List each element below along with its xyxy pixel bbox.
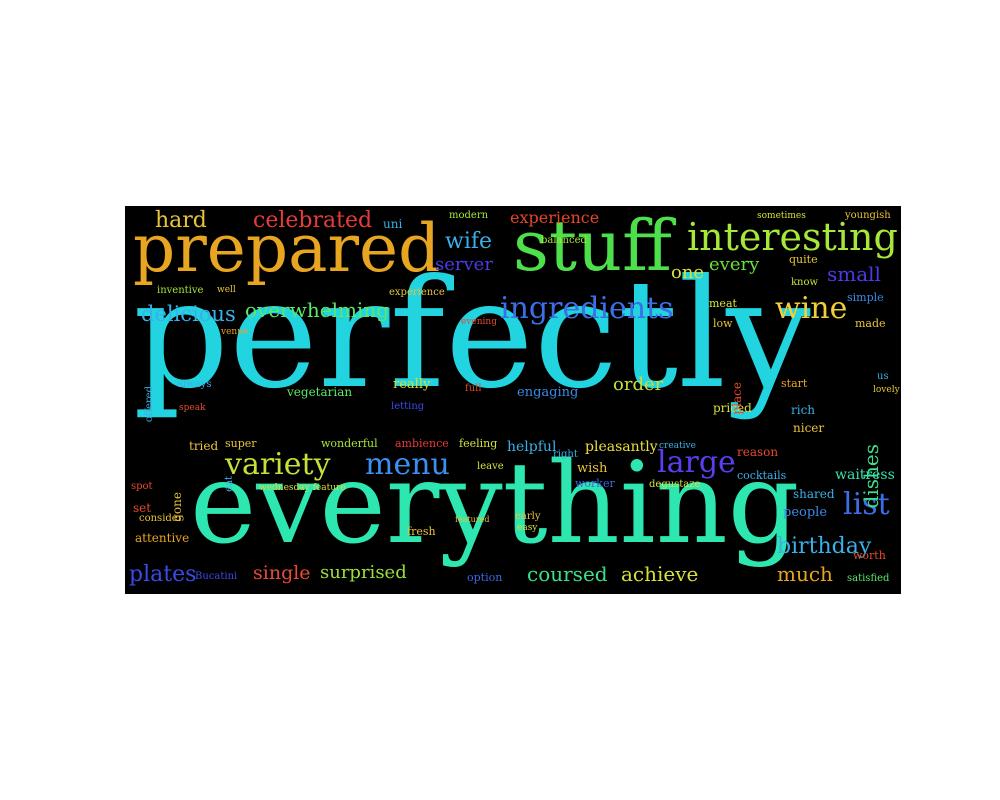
cloud-word: wonderful: [321, 437, 378, 450]
cloud-word: ingredients: [500, 291, 674, 326]
cloud-word: experience: [389, 287, 445, 298]
cloud-word: super: [225, 437, 257, 450]
cloud-word: cocktails: [737, 469, 787, 482]
cloud-word: uni: [383, 217, 403, 231]
cloud-word: inventive: [157, 285, 204, 296]
cloud-word: fresh: [407, 525, 436, 538]
cloud-word: youngish: [845, 210, 891, 221]
cloud-word: one: [671, 262, 705, 283]
cloud-word: wine: [775, 291, 848, 326]
cloud-word: option: [467, 571, 503, 584]
cloud-word: variety: [225, 447, 331, 482]
cloud-word: consider: [139, 513, 183, 524]
cloud-word: attentive: [135, 531, 190, 545]
cloud-word: overwhelming: [245, 298, 390, 322]
cloud-word: perfectly: [133, 248, 811, 422]
cloud-word: really: [393, 377, 431, 392]
cloud-word: menu: [365, 447, 450, 482]
cloud-word: degustaze: [649, 479, 701, 490]
cloud-word: worth: [853, 549, 886, 562]
cloud-word: sometimes: [757, 211, 806, 221]
cloud-word: reason: [737, 445, 779, 459]
cloud-word: spot: [131, 481, 153, 492]
cloud-word: quite: [789, 253, 818, 266]
cloud-word: evening: [461, 317, 497, 327]
cloud-word: pleasantly: [585, 439, 658, 455]
cloud-word: waitress: [835, 467, 895, 483]
cloud-word: know: [791, 277, 819, 288]
cloud-word: birthday: [777, 534, 872, 559]
cloud-word: creative: [659, 441, 696, 451]
cloud-word: gone: [170, 492, 184, 522]
cloud-word: every: [709, 254, 760, 275]
cloud-word: low: [713, 317, 733, 330]
cloud-word: small: [827, 262, 881, 286]
cloud-word: nicer: [793, 421, 825, 435]
cloud-word: worker: [575, 477, 615, 490]
cloud-word: priced: [713, 401, 752, 415]
cloud-word: wednesday feature: [259, 483, 346, 493]
cloud-word: list: [843, 487, 890, 522]
cloud-word: helpful: [507, 439, 557, 455]
cloud-word: rich: [791, 403, 816, 417]
cloud-word: stuff: [513, 206, 672, 287]
cloud-word: offered: [144, 386, 155, 423]
cloud-word: lovely: [873, 385, 900, 395]
cloud-word: made: [855, 317, 886, 330]
cloud-word: ambience: [395, 437, 449, 450]
cloud-word: coursed: [527, 562, 608, 586]
cloud-word: delicious: [141, 302, 236, 326]
cloud-word: tried: [189, 439, 219, 453]
cloud-word: Bucatini: [195, 571, 238, 582]
cloud-word: us: [877, 371, 889, 382]
cloud-word: people: [783, 505, 828, 520]
cloud-word: modern: [449, 210, 489, 221]
cloud-word: hard: [155, 208, 207, 233]
cloud-word: speak: [179, 403, 206, 413]
cloud-word: letting: [391, 401, 425, 412]
cloud-word: place: [730, 382, 744, 415]
cloud-word: engaging: [517, 385, 579, 400]
cloud-word: feeling: [459, 437, 498, 450]
cloud-word: start: [781, 377, 808, 390]
cloud-word: experience: [510, 208, 600, 227]
cloud-word: right: [553, 449, 578, 460]
cloud-word: plates: [129, 562, 197, 587]
cloud-word: featured: [455, 515, 490, 524]
cloud-word: simple: [847, 291, 884, 304]
cloud-word: achieve: [621, 562, 699, 586]
cloud-word: single: [253, 562, 311, 584]
word-cloud: perfectly everything prepared stuff interest…: [125, 206, 901, 594]
cloud-word: shared: [793, 487, 835, 501]
cloud-word: prepared: [133, 210, 441, 287]
cloud-word: set: [133, 501, 152, 515]
cloud-word: full: [465, 383, 482, 394]
cloud-word: everything: [190, 439, 800, 569]
cloud-word: large: [657, 445, 736, 480]
cloud-word: meat: [709, 297, 737, 310]
cloud-word: wife: [445, 229, 493, 254]
cloud-word: satisfied: [847, 573, 890, 584]
cloud-word: wish: [577, 461, 608, 476]
cloud-word: server: [435, 254, 493, 275]
cloud-word: easy: [517, 523, 538, 533]
cloud-word: interesting: [687, 215, 898, 259]
cloud-word: vegetarian: [287, 385, 353, 399]
cloud-word: eat: [224, 476, 235, 492]
cloud-word: always: [177, 379, 212, 390]
cloud-word: venue: [221, 327, 249, 337]
cloud-word: celebrated: [253, 208, 373, 233]
cloud-word: early: [515, 511, 541, 522]
cloud-word: leave: [477, 461, 504, 472]
cloud-word: surprised: [320, 562, 407, 583]
cloud-word: balanced: [541, 235, 587, 246]
cloud-word: well: [217, 285, 236, 295]
cloud-word: order: [613, 374, 664, 395]
cloud-word: much: [777, 562, 833, 586]
